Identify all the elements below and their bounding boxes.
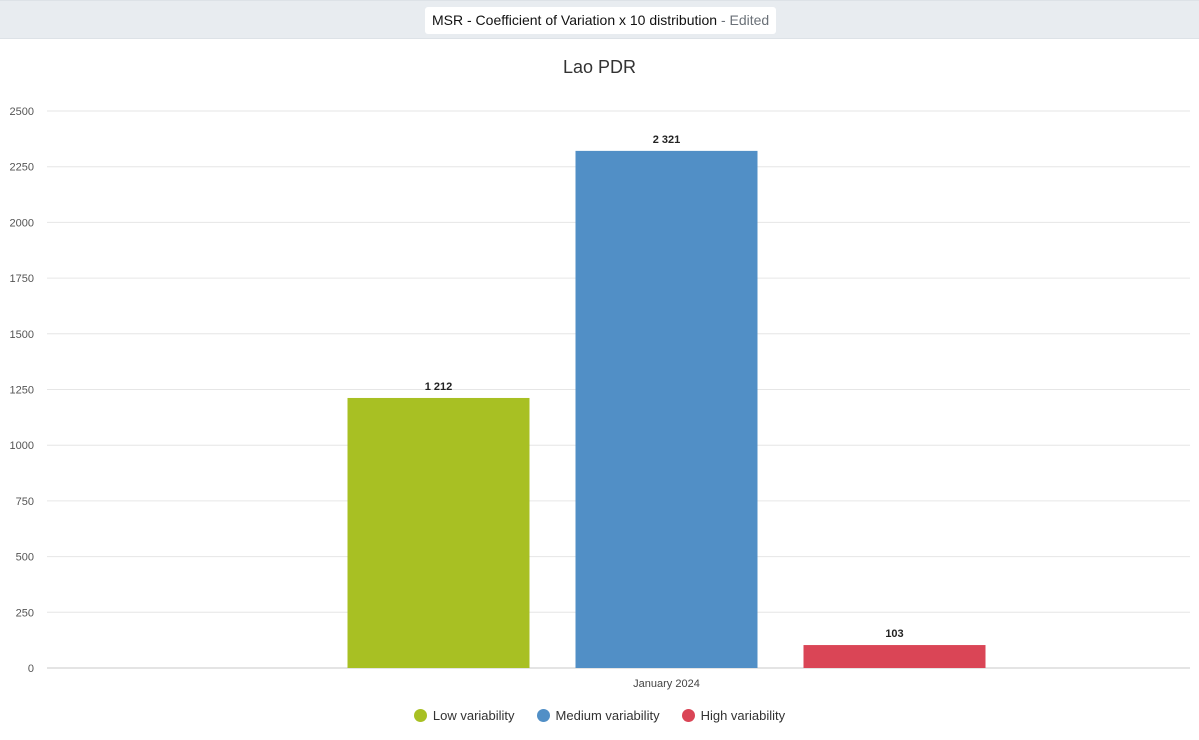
chart-legend: Low variability Medium variability High va… bbox=[0, 708, 1199, 723]
bar-chart: 0 250 500 750 1000 1250 1500 1750 2000 2250 2500 1 … bbox=[10, 106, 1190, 690]
y-tick-label: 2500 bbox=[10, 106, 34, 118]
bar bbox=[347, 397, 530, 668]
legend-label: Low variability bbox=[432, 708, 515, 723]
data-label: 2 321 bbox=[653, 134, 681, 146]
data-label: 103 bbox=[885, 628, 903, 640]
chart-name-pill[interactable]: MSR - Coefficient of Variation x 10 dist… bbox=[425, 7, 777, 34]
y-tick-label: 2250 bbox=[10, 162, 34, 174]
y-tick-label: 750 bbox=[16, 496, 34, 508]
title-separator: - bbox=[717, 12, 730, 28]
legend-label: High variability bbox=[700, 708, 786, 723]
y-tick-label: 250 bbox=[16, 607, 34, 619]
legend-item[interactable]: Medium variability bbox=[536, 708, 660, 723]
legend-swatch bbox=[536, 709, 550, 722]
data-label: 1 212 bbox=[425, 381, 453, 393]
legend-swatch bbox=[413, 709, 427, 722]
bar bbox=[803, 645, 986, 668]
y-tick-label: 1750 bbox=[10, 273, 34, 285]
bar bbox=[575, 150, 758, 668]
legend-label: Medium variability bbox=[555, 708, 660, 723]
legend-item[interactable]: High variability bbox=[681, 708, 786, 723]
y-tick-label: 0 bbox=[28, 663, 34, 675]
chart-title: Lao PDR bbox=[562, 57, 637, 77]
y-tick-label: 2000 bbox=[10, 217, 34, 229]
edit-status: Edited bbox=[729, 12, 770, 28]
y-tick-label: 1250 bbox=[10, 385, 34, 397]
header-bar: MSR - Coefficient of Variation x 10 dist… bbox=[0, 0, 1199, 39]
chart-name: MSR - Coefficient of Variation x 10 dist… bbox=[432, 12, 718, 28]
legend-item[interactable]: Low variability bbox=[413, 708, 515, 723]
y-tick-label: 500 bbox=[16, 552, 34, 564]
y-tick-label: 1000 bbox=[10, 440, 34, 452]
y-tick-label: 1500 bbox=[10, 329, 34, 341]
x-tick-label: January 2024 bbox=[633, 678, 700, 690]
legend-swatch bbox=[681, 709, 695, 722]
